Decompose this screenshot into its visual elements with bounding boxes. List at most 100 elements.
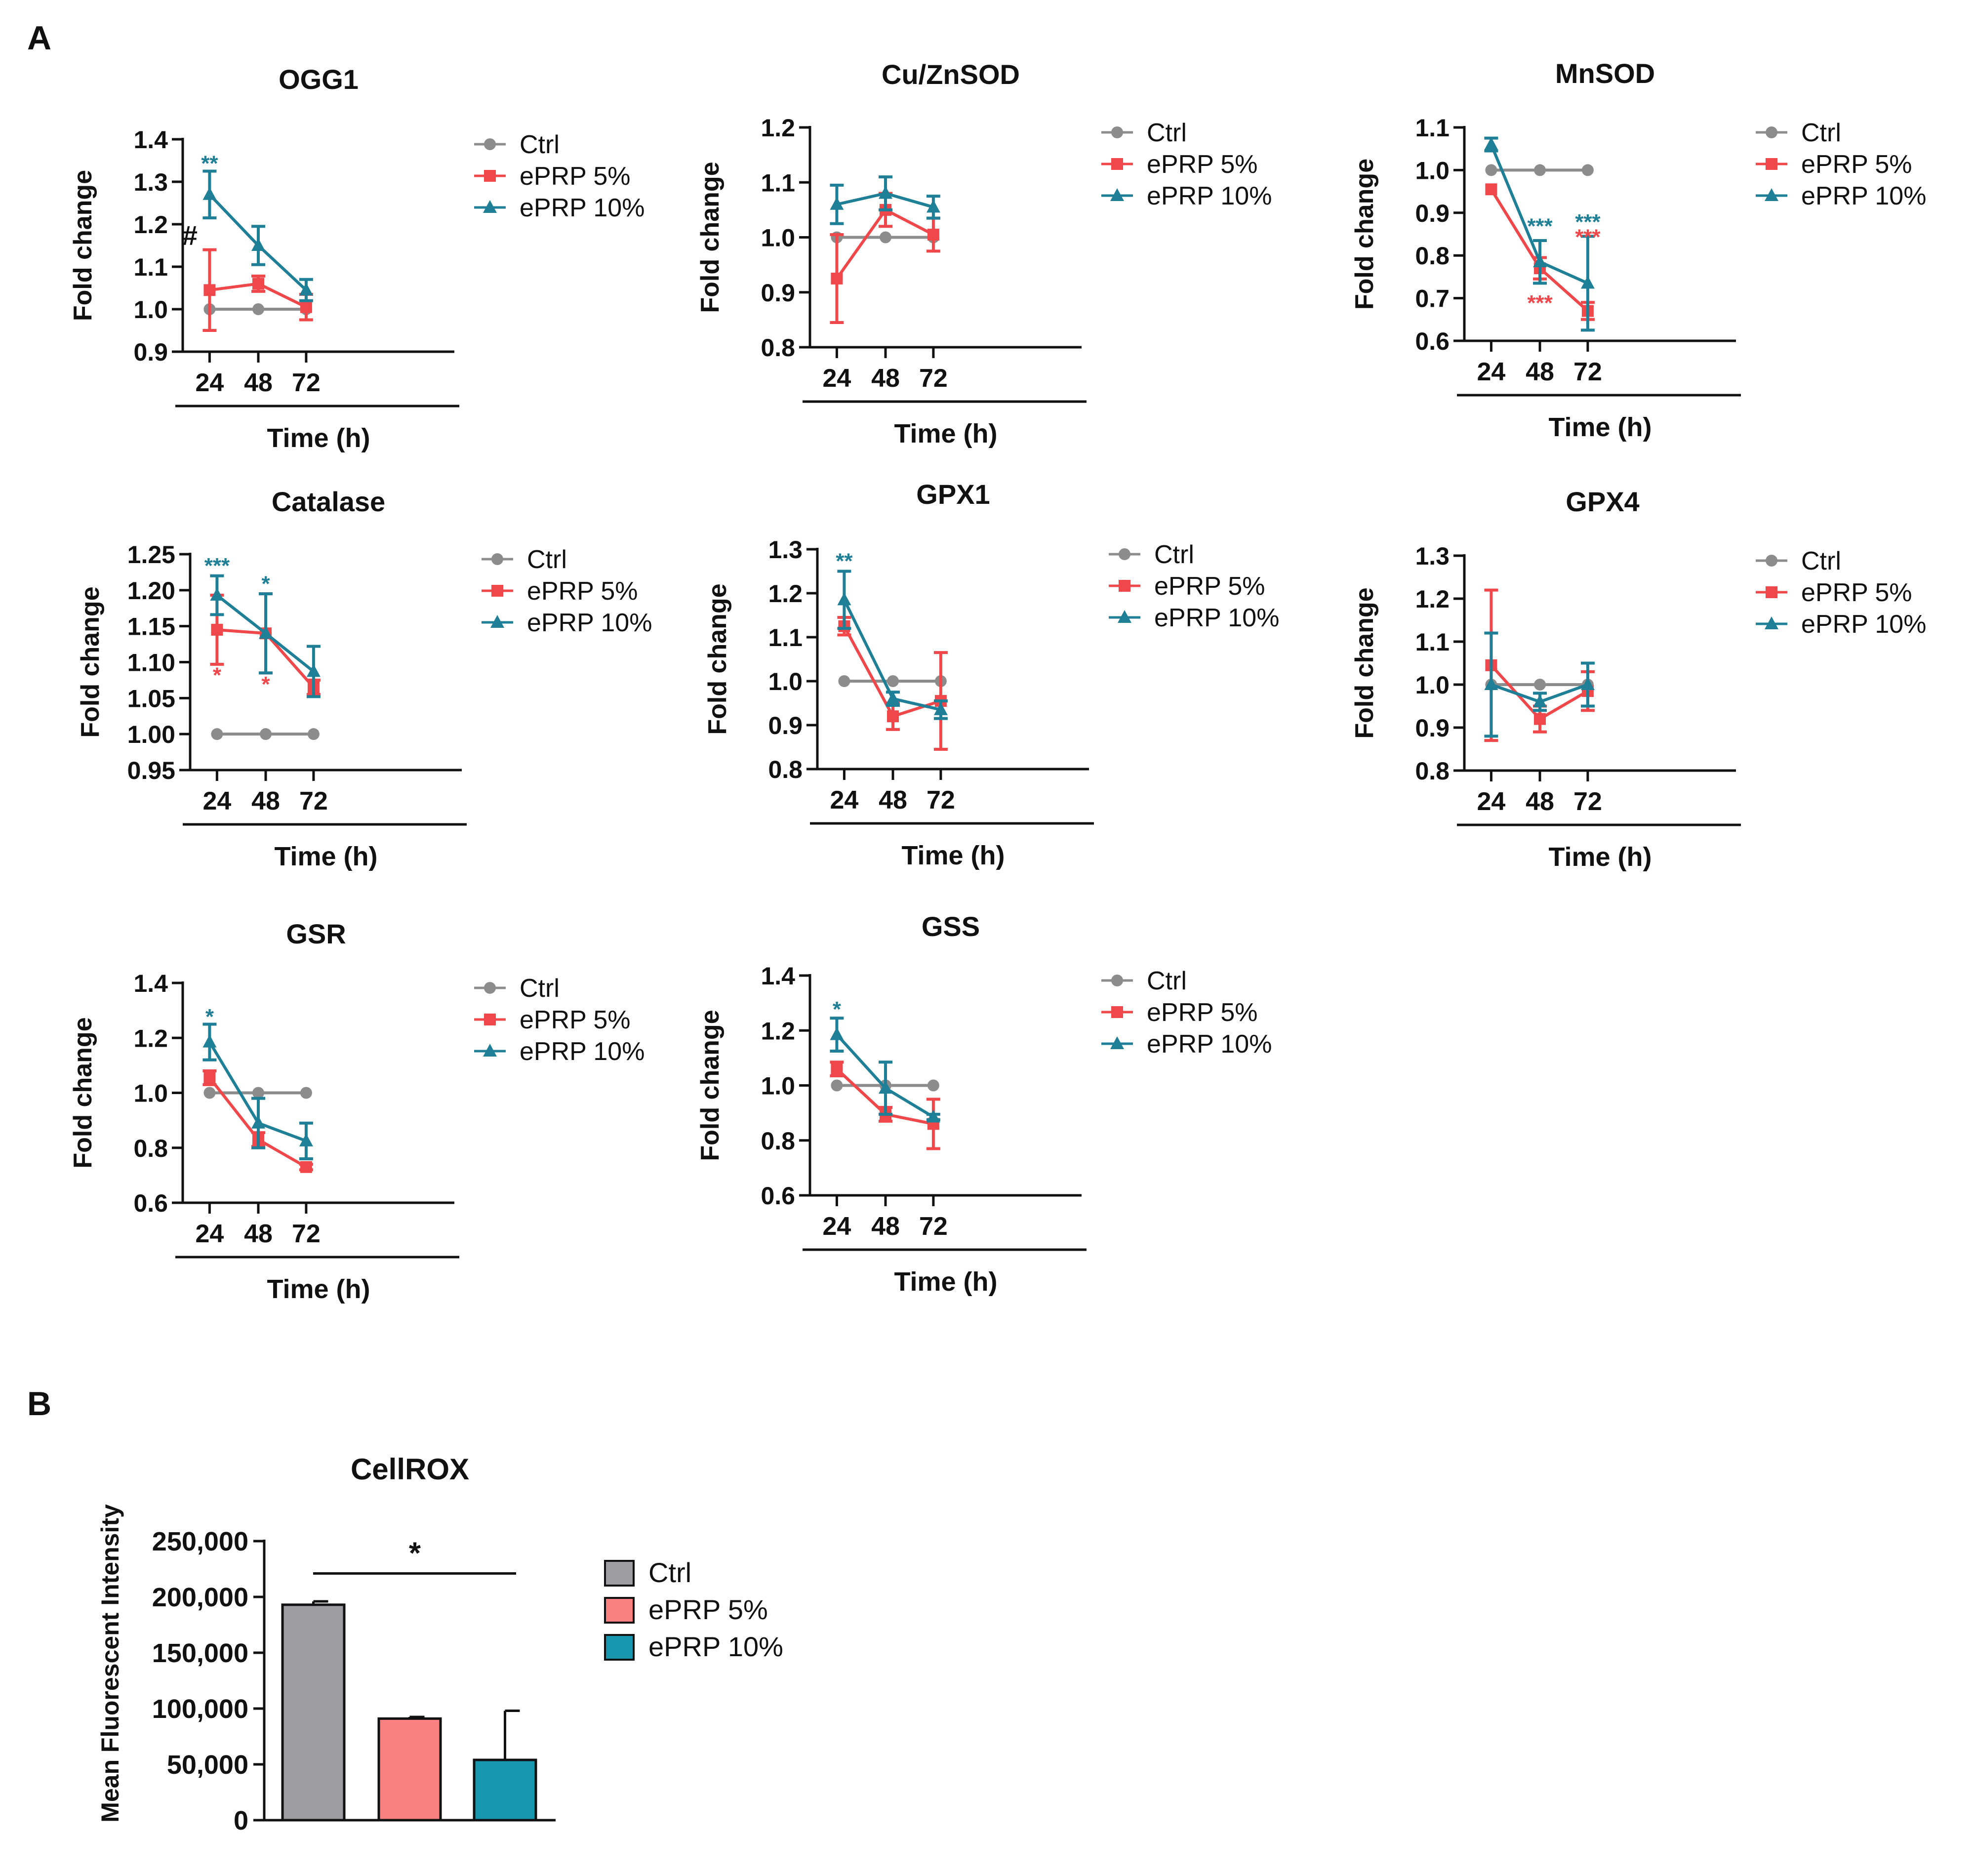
y-axis-label: Fold change (76, 586, 105, 737)
series-eprp-10 (1484, 136, 1595, 332)
x-axis-label: Time (h) (274, 842, 377, 871)
y-tick-label: 1.15 (127, 613, 175, 641)
significance-annotation: * (261, 672, 270, 696)
data-point (830, 197, 844, 210)
data-point (886, 691, 900, 704)
data-point (252, 303, 264, 315)
y-tick-label: 0.6 (1415, 327, 1450, 355)
y-tick-label: 250,000 (152, 1527, 248, 1556)
data-point (1534, 164, 1546, 176)
data-point (1484, 137, 1498, 150)
x-axis-label: Time (h) (267, 1274, 370, 1304)
charts-layer: OGG1 0.9 1.0 1.1 1.2 1.3 1.4 24 48 72 Time (h) Fold… (69, 58, 1926, 1835)
y-tick-label: 1.0 (133, 1080, 168, 1107)
y-tick-label: 50,000 (167, 1750, 248, 1780)
x-axis-label: Time (h) (1548, 842, 1652, 872)
chart-gsr: GSR 0.6 0.8 1.0 1.2 1.4 24 48 72 Time (h) Fold cha… (69, 918, 645, 1304)
y-tick-label: 0.8 (761, 1127, 795, 1155)
series-eprp-10 (837, 570, 948, 720)
legend-label: ePRP 10% (520, 1037, 645, 1066)
data-point (307, 728, 320, 740)
significance-annotation: # (182, 220, 198, 251)
y-tick-label: 0.9 (1415, 714, 1450, 742)
legend-marker (1766, 555, 1777, 567)
data-point (831, 1063, 843, 1075)
significance-annotation: * (833, 997, 842, 1021)
x-axis-label: Time (h) (894, 1267, 997, 1297)
series-eprp-10 (202, 1022, 313, 1160)
legend-label: Ctrl (520, 974, 560, 1003)
significance-annotation: *** (1575, 225, 1601, 249)
y-tick-label: 150,000 (152, 1638, 248, 1668)
legend-label: ePRP 10% (1147, 182, 1272, 210)
data-point (838, 675, 850, 687)
x-tick-label: 48 (251, 787, 280, 816)
data-point (202, 187, 217, 200)
data-point (211, 728, 223, 740)
data-point (260, 728, 272, 740)
y-tick-label: 1.20 (127, 577, 175, 605)
legend-label: ePRP 5% (1801, 578, 1912, 607)
y-tick-label: 1.0 (761, 224, 795, 252)
series-eprp-10 (202, 169, 313, 302)
legend-label: ePRP 10% (648, 1631, 783, 1662)
y-tick-label: 200,000 (152, 1583, 248, 1612)
legend-marker (1111, 126, 1123, 138)
legend-label: ePRP 5% (1801, 150, 1912, 179)
data-point (1484, 677, 1498, 690)
legend-label: Ctrl (1801, 119, 1841, 147)
significance-annotation: *** (204, 554, 230, 578)
legend-label: Ctrl (1147, 967, 1187, 995)
series-eprp-10 (830, 1017, 940, 1123)
significance-annotation: ** (201, 151, 218, 175)
legend-label: Ctrl (520, 130, 560, 159)
y-tick-label: 0.8 (761, 334, 795, 362)
data-point (1580, 677, 1595, 690)
legend-swatch (604, 1560, 635, 1587)
legend-label: Ctrl (527, 545, 567, 574)
y-tick-label: 0.6 (761, 1182, 795, 1210)
x-tick-label: 24 (195, 1220, 224, 1248)
y-tick-label: 1.0 (133, 296, 168, 324)
bar-eprp-10 (473, 1758, 537, 1822)
y-axis-label: Fold change (1350, 587, 1379, 738)
panel-label-b: B (27, 1385, 51, 1423)
data-point (831, 1079, 843, 1092)
legend-marker (484, 138, 496, 150)
x-tick-label: 48 (1526, 358, 1554, 386)
y-tick-label: 0 (234, 1806, 248, 1835)
legend-label: ePRP 10% (527, 609, 652, 637)
chart-cellrox: CellROX 0 50,000 100,000 150,000 200,000 250,0… (96, 1453, 783, 1835)
x-tick-label: 48 (871, 1212, 900, 1241)
x-tick-label: 24 (822, 364, 851, 393)
data-point (837, 592, 851, 606)
series-eprp-10 (1484, 631, 1595, 738)
significance-annotation: ** (836, 549, 853, 573)
y-tick-label: 1.2 (1415, 585, 1450, 613)
legend-swatch (604, 1634, 635, 1661)
x-axis-label: Time (h) (901, 841, 1005, 870)
data-point (1485, 183, 1497, 196)
x-tick-label: 72 (1573, 787, 1602, 816)
data-point (1533, 694, 1547, 707)
legend-label: ePRP 5% (1154, 572, 1265, 601)
chart-cu-znsod: Cu/ZnSOD 0.8 0.9 1.0 1.1 1.2 24 48 72 Time (h) Fol… (696, 59, 1272, 449)
x-tick-label: 72 (292, 368, 321, 397)
chart-title: GPX4 (1566, 486, 1639, 517)
legend-label: Ctrl (648, 1557, 691, 1588)
data-point (251, 1115, 265, 1129)
data-point (211, 623, 223, 636)
data-point (926, 1109, 940, 1123)
y-axis-label: Fold change (696, 1010, 725, 1161)
legend-label: ePRP 5% (1147, 998, 1258, 1027)
y-tick-label: 1.1 (1415, 114, 1450, 142)
significance-annotation: *** (1527, 214, 1553, 239)
bar-ctrl (281, 1603, 346, 1822)
y-tick-label: 1.0 (1415, 671, 1450, 699)
legend-marker (1765, 616, 1778, 629)
significance-annotation: * (409, 1537, 421, 1571)
significance-annotation: * (261, 571, 270, 596)
x-tick-label: 48 (244, 1220, 273, 1248)
series-eprp-5 (1484, 588, 1595, 742)
